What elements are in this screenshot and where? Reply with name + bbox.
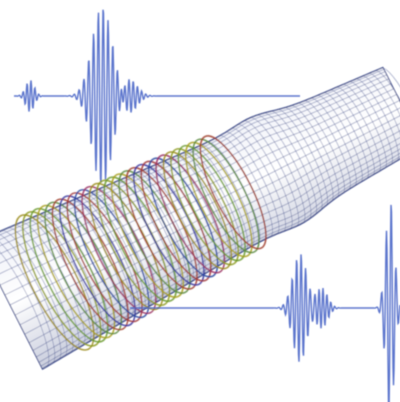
illustration	[0, 0, 400, 402]
page: (() => { const NS = 'http://www.w3.org/2…	[0, 0, 400, 402]
